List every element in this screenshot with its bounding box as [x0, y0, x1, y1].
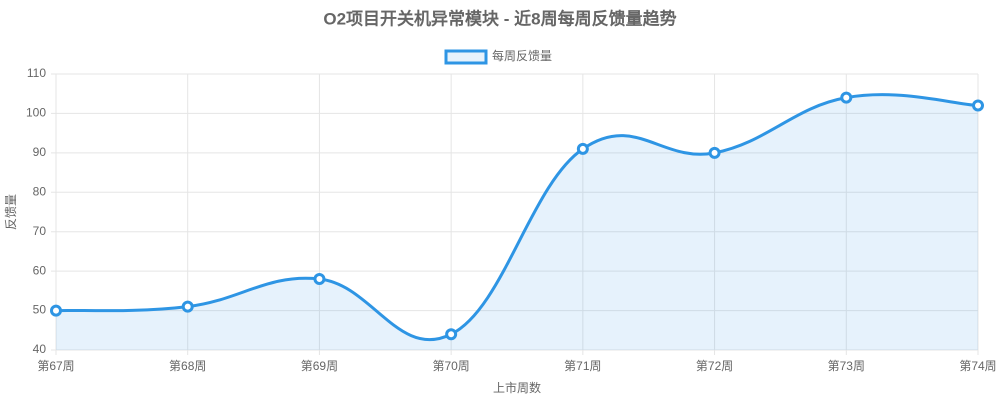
x-tick-label: 第71周 — [564, 359, 601, 373]
x-tick-label: 第72周 — [696, 359, 733, 373]
x-tick-label: 第68周 — [169, 359, 206, 373]
x-tick-label: 第74周 — [959, 359, 996, 373]
y-tick-label: 40 — [33, 342, 47, 356]
x-tick-label: 第73周 — [828, 359, 865, 373]
line — [55, 93, 979, 342]
y-tick-label: 100 — [26, 106, 46, 120]
y-axis-label: 反馈量 — [4, 194, 18, 230]
y-tick-label: 60 — [33, 263, 47, 277]
y-tick-label: 50 — [33, 303, 47, 317]
point — [181, 300, 194, 313]
point — [313, 273, 326, 286]
point — [576, 142, 589, 155]
point — [708, 146, 721, 159]
point — [445, 328, 458, 341]
y-tick-label: 90 — [33, 145, 47, 159]
point — [50, 304, 62, 317]
x-axis-label: 上市周数 — [493, 380, 541, 395]
chart-title: O2项目开关机异常模块 - 近8周每周反馈量趋势 — [323, 8, 676, 28]
area — [56, 94, 978, 351]
y-tick-label: 80 — [33, 184, 47, 198]
x-tick-label: 第69周 — [301, 359, 338, 373]
legend-swatch — [444, 49, 488, 65]
y-tick-label: 110 — [27, 66, 46, 80]
point — [840, 91, 853, 104]
y-tick-label: 70 — [33, 224, 47, 238]
legend-label: 每周反馈量 — [492, 48, 552, 63]
x-tick-label: 第70周 — [432, 359, 469, 373]
x-tick-label: 第67周 — [37, 359, 74, 373]
point — [972, 99, 984, 112]
